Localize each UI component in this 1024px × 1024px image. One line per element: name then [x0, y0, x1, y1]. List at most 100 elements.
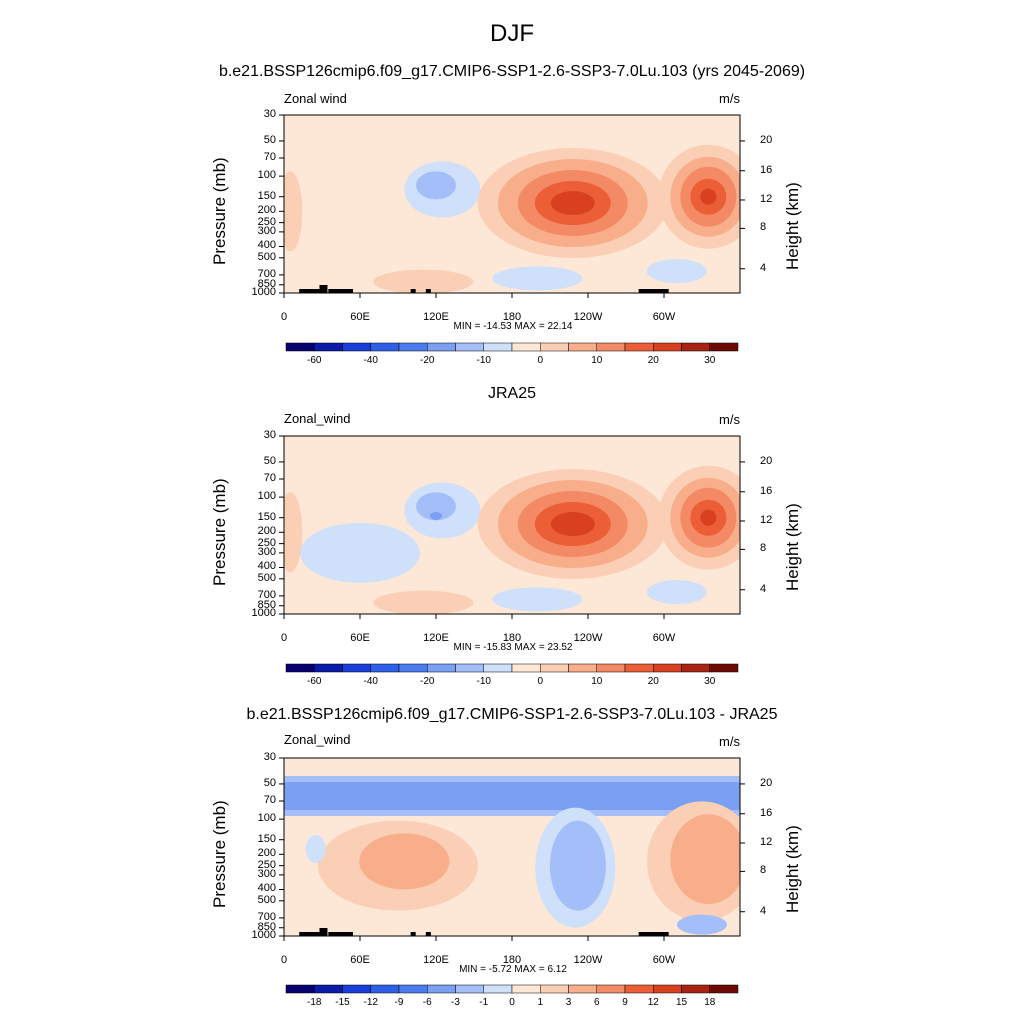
colorbar-swatch — [596, 663, 626, 673]
units-label: m/s — [719, 412, 740, 427]
y-tick-label: 300 — [257, 545, 276, 558]
colorbar-label: 12 — [647, 997, 659, 1008]
tropical-easterly — [300, 522, 420, 583]
x-tick-label: 120W — [573, 632, 603, 644]
x-tick-label: 60E — [350, 632, 370, 644]
right-tick-label: 16 — [760, 806, 773, 819]
orography-bar — [425, 932, 431, 936]
colorbar-label: 3 — [565, 997, 572, 1008]
colorbar-label: -12 — [363, 997, 378, 1008]
right-tick-label: 20 — [760, 776, 773, 789]
colorbar-swatch — [568, 342, 597, 352]
colorbar-swatch — [681, 342, 710, 352]
strat-negative-core — [284, 782, 740, 810]
easterly-core — [416, 171, 456, 200]
y-tick-label: 1000 — [251, 286, 276, 298]
units-label: m/s — [719, 734, 740, 749]
colorbar-label: -10 — [476, 355, 491, 366]
strat-band — [284, 436, 740, 448]
colorbar-swatch — [455, 984, 484, 994]
right-tick-label: 20 — [760, 454, 773, 467]
colorbar-swatch — [511, 984, 541, 994]
colorbar-swatch — [709, 663, 739, 673]
colorbar-swatch — [624, 984, 654, 994]
orography-bar — [341, 289, 353, 293]
colorbar-label: 20 — [647, 355, 659, 366]
colorbar-swatch — [596, 984, 626, 994]
colorbar-label: -18 — [307, 997, 322, 1008]
colorbar-swatch — [455, 342, 484, 352]
orography-bar — [299, 932, 324, 936]
y-tick-label: 250 — [257, 215, 276, 228]
y-tick-label: 70 — [263, 151, 276, 163]
contour-field — [284, 115, 740, 293]
orography-bar — [638, 932, 669, 936]
y-tick-label: 200 — [257, 204, 276, 217]
y-tick-label: 100 — [257, 490, 276, 503]
x-tick-label: 120W — [573, 954, 603, 966]
colorbar-label: -1 — [479, 997, 489, 1008]
colorbar-label: 15 — [675, 997, 688, 1008]
colorbar-label: 0 — [537, 355, 544, 366]
x-tick-label: 120E — [423, 311, 449, 323]
variable-label: Zonal_wind — [284, 411, 351, 426]
orography-bar — [410, 289, 416, 293]
colorbar-swatch — [596, 342, 626, 352]
x-tick-label: 180 — [502, 632, 522, 644]
orography-bar — [410, 932, 416, 936]
y-tick-label: 70 — [263, 472, 276, 484]
colorbar-swatch — [681, 984, 710, 994]
colorbar-label: 20 — [647, 676, 659, 687]
colorbar-swatch — [483, 984, 513, 994]
colorbar-swatch — [285, 342, 315, 352]
x-tick-label: 180 — [502, 311, 522, 323]
y-tick-label: 50 — [263, 133, 276, 146]
colorbar-swatch — [653, 342, 682, 352]
orography-bar — [319, 285, 328, 293]
colorbar-swatch — [653, 984, 682, 994]
y-tick-label: 200 — [257, 847, 276, 860]
y-tick-label: 30 — [263, 429, 276, 441]
right-tick-label: 12 — [760, 513, 773, 526]
westerly-edge — [284, 492, 303, 573]
colorbar-swatch — [398, 984, 428, 994]
orography-bar — [425, 289, 431, 293]
colorbar-label: -60 — [307, 676, 322, 687]
right-tick-label: 12 — [760, 835, 773, 848]
y-tick-label: 50 — [263, 454, 276, 467]
colorbar-label: 10 — [591, 355, 603, 366]
y-tick-label: 150 — [257, 189, 276, 202]
y-tick-label: 1000 — [251, 607, 276, 619]
colorbar-swatch — [285, 984, 315, 994]
low-easterly — [492, 587, 583, 612]
colorbar-label: -3 — [451, 997, 460, 1008]
colorbar-swatch — [314, 984, 343, 994]
y-tick-label: 400 — [257, 239, 276, 252]
colorbar-swatch — [314, 342, 343, 352]
colorbar-swatch — [427, 663, 456, 673]
easterly-min — [430, 511, 442, 520]
y-tick-label: 500 — [257, 893, 276, 906]
colorbar-swatch — [398, 663, 428, 673]
positive-core — [670, 814, 740, 905]
colorbar-label: 6 — [593, 997, 600, 1008]
right-tick-label: 4 — [760, 904, 767, 917]
low-easterly — [646, 580, 707, 605]
colorbar-label: 1 — [537, 997, 544, 1008]
x-tick-label: 120W — [573, 311, 603, 323]
panel-title: b.e21.BSSP126cmip6.f09_g17.CMIP6-SSP1-2.… — [246, 706, 778, 723]
x-tick-label: 120E — [423, 954, 449, 966]
colorbar-label: -20 — [420, 676, 435, 687]
colorbar-label: -40 — [363, 355, 378, 366]
y-tick-label: 500 — [257, 571, 276, 584]
colorbar-label: -60 — [307, 355, 322, 366]
orography-bar — [638, 289, 669, 293]
colorbar-swatch — [511, 663, 541, 673]
x-tick-label: 60W — [652, 632, 676, 644]
colorbar-swatch — [540, 342, 569, 352]
colorbar-label: 10 — [591, 676, 603, 687]
x-tick-label: 180 — [502, 954, 522, 966]
y-tick-label: 500 — [257, 250, 276, 263]
x-tick-label: 0 — [280, 954, 288, 966]
y-tick-label: 700 — [257, 588, 276, 601]
